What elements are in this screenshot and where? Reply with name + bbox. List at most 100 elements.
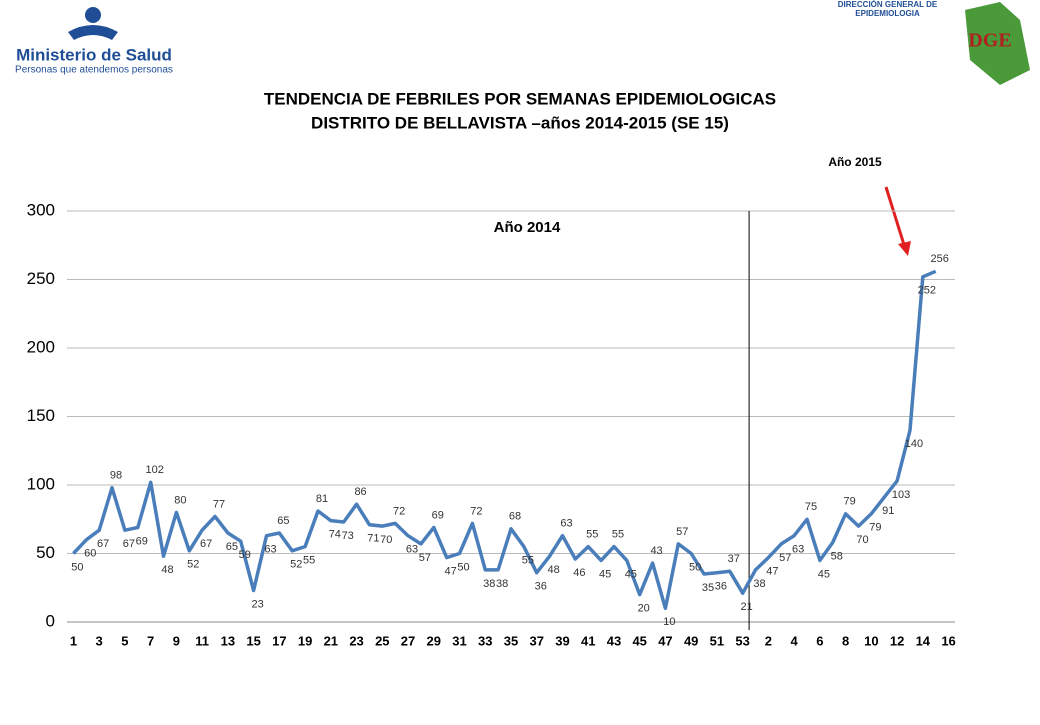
data-label: 50 [457, 561, 469, 573]
data-label: 43 [650, 545, 662, 557]
x-tick-label: 17 [272, 633, 286, 648]
arrow-head [898, 241, 911, 256]
office-map [965, 2, 1030, 85]
data-label: 79 [869, 522, 881, 534]
data-label: 86 [354, 486, 366, 498]
data-label: 52 [290, 559, 302, 571]
x-tick-label: 11 [195, 633, 209, 648]
x-tick-label: 2 [765, 633, 772, 648]
x-tick-label: 4 [791, 633, 799, 648]
data-label: 52 [187, 559, 199, 571]
data-label: 10 [663, 616, 675, 628]
x-tick-label: 6 [816, 633, 823, 648]
ministry-name: Ministerio de Salud [16, 45, 172, 64]
x-tick-label: 35 [504, 633, 518, 648]
y-tick-label: 300 [27, 200, 55, 219]
data-label: 75 [805, 501, 817, 513]
office-logo: DGE [968, 30, 1011, 52]
data-label: 67 [200, 538, 212, 550]
data-label: 63 [406, 544, 418, 556]
office-box: DIRECCIÓN GENERAL DE EPIDEMIOLOGIA [837, 0, 938, 18]
x-tick-label: 45 [632, 633, 646, 648]
data-label: 45 [818, 568, 830, 580]
data-label: 55 [612, 529, 624, 541]
data-label: 98 [110, 470, 122, 482]
data-label: 38 [483, 578, 495, 590]
data-label: 23 [251, 598, 263, 610]
office-name: DIRECCIÓN GENERAL DE EPIDEMIOLOGIA [837, 0, 938, 18]
data-label: 48 [161, 564, 173, 576]
data-label: 21 [741, 601, 753, 613]
annotation: Año 2014 [494, 219, 561, 236]
series-line [72, 269, 937, 611]
data-label: 50 [689, 561, 701, 573]
x-tick-label: 29 [427, 633, 441, 648]
x-tick-label: 39 [555, 633, 569, 648]
x-tick-label: 7 [147, 633, 154, 648]
x-tick-label: 33 [478, 633, 492, 648]
data-label: 68 [509, 511, 521, 523]
x-tick-label: 13 [221, 633, 235, 648]
x-tick-label: 43 [607, 633, 621, 648]
data-label: 55 [586, 529, 598, 541]
chart-subtitle: DISTRITO DE BELLAVISTA –años 2014-2015 (… [311, 113, 729, 132]
data-label: 69 [136, 535, 148, 547]
x-tick-label: 10 [864, 633, 878, 648]
data-label: 37 [728, 553, 740, 565]
x-tick-label: 31 [452, 633, 466, 648]
x-tick-label: 16 [941, 633, 955, 648]
x-tick-label: 53 [735, 633, 749, 648]
data-label: 58 [831, 550, 843, 562]
data-label: 70 [380, 534, 392, 546]
y-tick-label: 50 [36, 543, 55, 562]
data-label: 256 [931, 253, 949, 265]
data-label: 70 [856, 534, 868, 546]
data-label: 50 [71, 561, 83, 573]
x-tick-label: 23 [349, 633, 363, 648]
logo-head [85, 7, 101, 23]
data-label: 38 [753, 578, 765, 590]
data-label: 63 [560, 518, 572, 530]
data-label: 45 [625, 568, 637, 580]
x-tick-label: 47 [658, 633, 672, 648]
x-tick-label: 15 [246, 633, 260, 648]
data-label: 55 [303, 555, 315, 567]
data-label: 46 [573, 567, 585, 579]
y-tick-label: 250 [27, 269, 55, 288]
data-label: 57 [779, 552, 791, 564]
data-label: 73 [342, 530, 354, 542]
x-tick-label: 41 [581, 633, 595, 648]
data-label: 45 [599, 568, 611, 580]
x-tick-label: 8 [842, 633, 849, 648]
data-label: 80 [174, 494, 186, 506]
x-tick-label: 5 [121, 633, 128, 648]
ministry-tagline: Personas que atendemos personas [15, 65, 173, 76]
data-label: 103 [892, 489, 910, 501]
y-tick-label: 150 [27, 406, 55, 425]
x-tick-label: 51 [710, 633, 724, 648]
data-label: 47 [445, 566, 457, 578]
data-label: 102 [145, 464, 163, 476]
data-label: 71 [367, 533, 379, 545]
data-label: 77 [213, 498, 225, 510]
data-label: 57 [676, 526, 688, 538]
x-tick-label: 37 [530, 633, 544, 648]
data-label: 67 [97, 538, 109, 550]
data-label: 252 [918, 285, 936, 297]
y-tick-label: 100 [27, 474, 55, 493]
arrow [884, 186, 907, 249]
x-tick-label: 12 [890, 633, 904, 648]
data-label: 35 [702, 582, 714, 594]
x-tick-label: 9 [173, 633, 180, 648]
x-tick-label: 1 [70, 633, 77, 648]
data-label: 72 [393, 505, 405, 517]
x-tick-label: 25 [375, 633, 389, 648]
data-label: 38 [496, 578, 508, 590]
data-label: 63 [264, 544, 276, 556]
x-tick-label: 14 [916, 633, 931, 648]
y-tick-label: 0 [46, 611, 55, 630]
data-label: 48 [547, 564, 559, 576]
data-label: 47 [766, 566, 778, 578]
data-label: 79 [843, 496, 855, 508]
data-label: 67 [123, 538, 135, 550]
